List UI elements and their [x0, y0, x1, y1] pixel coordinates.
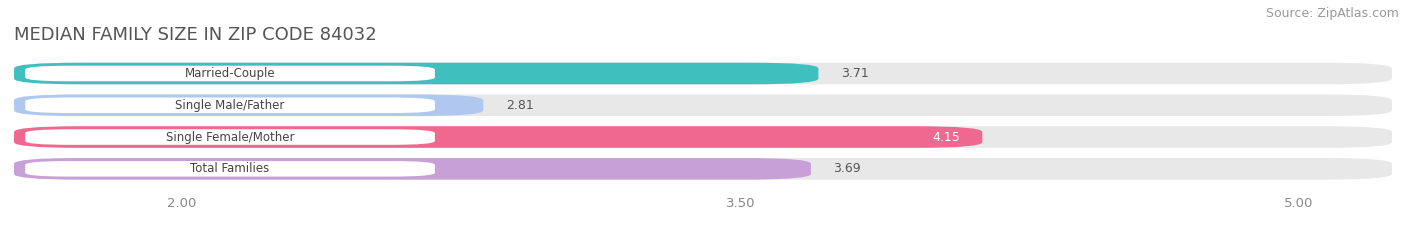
Text: Single Female/Mother: Single Female/Mother: [166, 130, 294, 144]
Text: 4.15: 4.15: [932, 130, 960, 144]
FancyBboxPatch shape: [25, 66, 434, 81]
FancyBboxPatch shape: [14, 63, 818, 84]
FancyBboxPatch shape: [14, 126, 983, 148]
FancyBboxPatch shape: [14, 126, 1392, 148]
FancyBboxPatch shape: [25, 161, 434, 177]
FancyBboxPatch shape: [14, 63, 1392, 84]
Text: 2.81: 2.81: [506, 99, 533, 112]
FancyBboxPatch shape: [14, 158, 811, 180]
Text: MEDIAN FAMILY SIZE IN ZIP CODE 84032: MEDIAN FAMILY SIZE IN ZIP CODE 84032: [14, 26, 377, 44]
Text: Married-Couple: Married-Couple: [184, 67, 276, 80]
Text: Total Families: Total Families: [190, 162, 270, 175]
Text: 3.69: 3.69: [834, 162, 860, 175]
FancyBboxPatch shape: [14, 94, 484, 116]
Text: Single Male/Father: Single Male/Father: [176, 99, 285, 112]
Text: Source: ZipAtlas.com: Source: ZipAtlas.com: [1265, 7, 1399, 20]
FancyBboxPatch shape: [14, 158, 1392, 180]
FancyBboxPatch shape: [25, 129, 434, 145]
Text: 3.71: 3.71: [841, 67, 869, 80]
FancyBboxPatch shape: [14, 94, 1392, 116]
FancyBboxPatch shape: [25, 97, 434, 113]
